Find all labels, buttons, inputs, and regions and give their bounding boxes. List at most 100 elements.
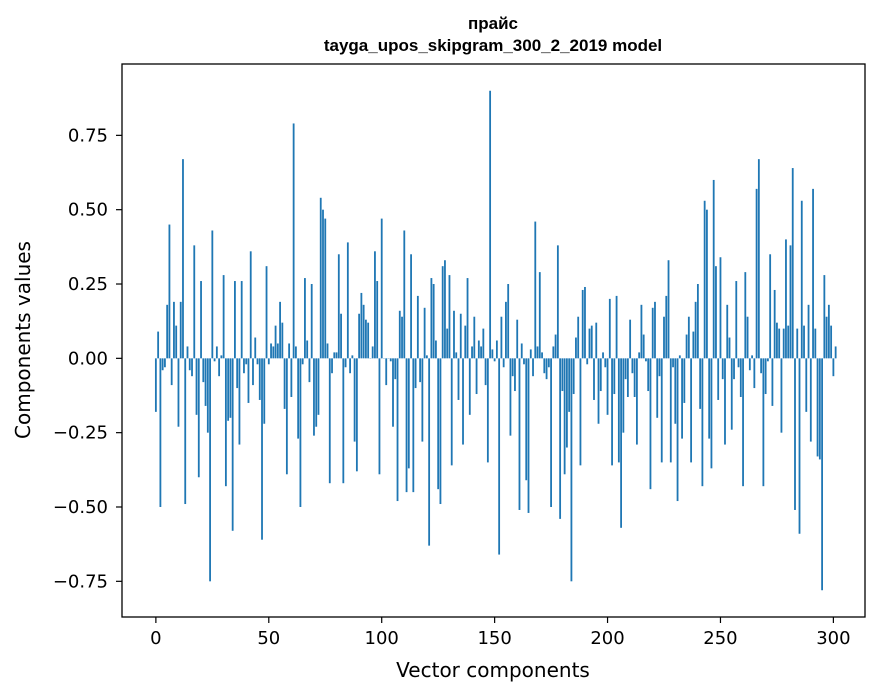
bar <box>586 358 589 365</box>
bar <box>717 358 720 400</box>
bar <box>624 358 627 380</box>
bar <box>778 328 781 359</box>
bar <box>742 358 744 487</box>
bar <box>218 358 221 377</box>
bar <box>285 358 288 475</box>
x-tick-label: 0 <box>150 628 161 649</box>
chart-title-line-1: прайс <box>468 14 518 33</box>
bar <box>353 358 356 442</box>
bar <box>660 358 663 463</box>
bar <box>545 358 548 380</box>
bar <box>184 358 187 505</box>
bar <box>358 313 361 359</box>
bar <box>529 349 532 359</box>
bar <box>776 322 778 359</box>
bar <box>164 358 166 368</box>
bar <box>565 358 568 448</box>
bar <box>584 286 586 359</box>
bar <box>807 304 810 359</box>
bar <box>294 346 297 359</box>
bar <box>365 319 367 359</box>
bar <box>471 346 473 359</box>
bar <box>407 358 410 469</box>
bar <box>371 346 374 359</box>
bar <box>547 358 550 368</box>
bar <box>355 358 358 472</box>
bar <box>608 298 611 359</box>
bar <box>459 313 462 359</box>
x-axis-label: Vector components <box>396 658 590 682</box>
bar <box>328 358 331 484</box>
bar <box>541 352 543 359</box>
x-tick-label: 100 <box>365 628 399 649</box>
bar <box>626 358 629 397</box>
bar <box>405 358 408 493</box>
bar <box>263 358 266 424</box>
bar <box>306 340 309 359</box>
bar <box>631 358 634 374</box>
bar <box>823 275 826 359</box>
bar <box>520 343 523 359</box>
bar <box>240 281 243 359</box>
bar <box>491 349 494 359</box>
bar <box>681 358 683 439</box>
bar <box>678 355 681 359</box>
bar <box>204 358 207 406</box>
bar <box>317 358 320 415</box>
bar <box>261 358 263 540</box>
bar <box>832 358 835 377</box>
bar <box>462 358 464 445</box>
bar <box>211 230 214 359</box>
bar <box>514 358 516 392</box>
bar <box>543 358 546 374</box>
bar <box>672 358 674 368</box>
bar <box>647 358 650 392</box>
bar <box>344 358 347 368</box>
bar <box>297 358 300 439</box>
bar <box>495 340 498 359</box>
bar <box>222 275 225 359</box>
bar <box>489 90 492 359</box>
bar <box>730 358 733 430</box>
x-tick-label: 250 <box>703 628 737 649</box>
bar <box>733 358 735 380</box>
bar <box>475 358 478 395</box>
bar <box>342 358 345 484</box>
bar <box>170 358 173 386</box>
bar <box>593 358 595 400</box>
bar <box>550 358 552 507</box>
bar <box>419 358 422 383</box>
bar <box>231 358 234 531</box>
bar <box>362 304 365 359</box>
bar <box>696 284 699 359</box>
bar <box>215 346 218 359</box>
bar <box>500 316 503 359</box>
x-tick-label: 200 <box>590 628 624 649</box>
bar <box>482 328 485 359</box>
bar <box>200 281 202 359</box>
bar <box>523 358 525 365</box>
bar <box>154 358 157 412</box>
bar <box>748 358 751 371</box>
bar <box>525 358 528 481</box>
bar <box>313 358 315 436</box>
bar <box>249 251 252 359</box>
bar <box>446 328 449 359</box>
bar <box>191 358 193 377</box>
bar <box>744 272 747 359</box>
bar <box>622 358 625 433</box>
bar <box>798 358 801 534</box>
bar <box>651 307 654 359</box>
bar <box>213 358 216 362</box>
bar <box>439 358 442 505</box>
bar <box>590 325 593 359</box>
bar <box>256 358 259 365</box>
bar <box>597 358 600 424</box>
bar <box>737 358 740 368</box>
bar <box>238 358 241 445</box>
bar <box>258 358 261 400</box>
bar <box>441 266 444 359</box>
bar <box>351 355 354 359</box>
